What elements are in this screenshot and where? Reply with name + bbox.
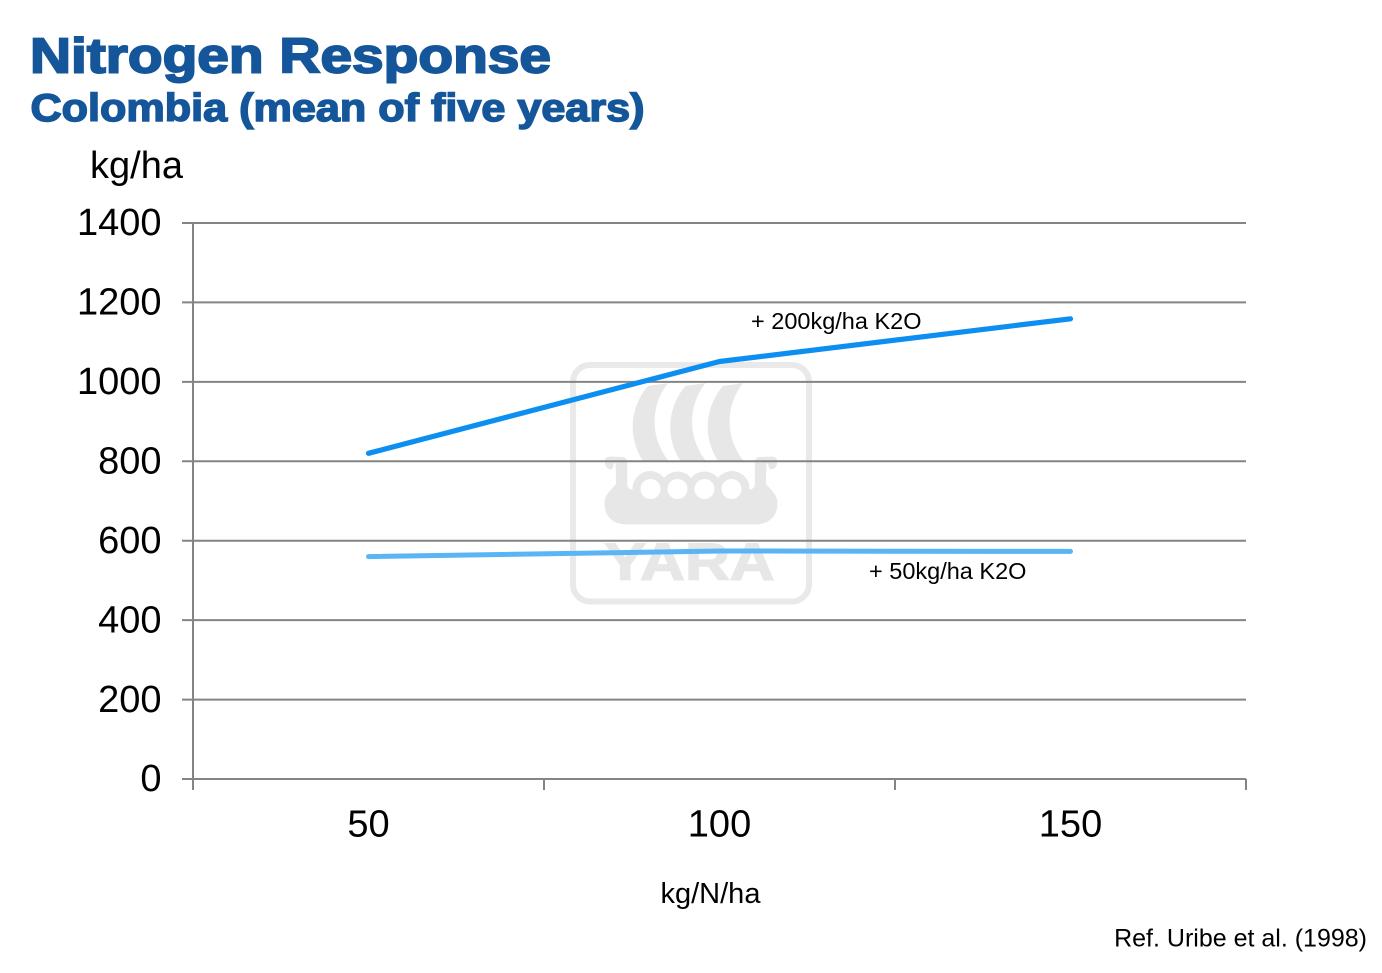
svg-text:1000: 1000	[77, 361, 162, 403]
svg-text:100: 100	[688, 804, 751, 846]
svg-text:kg/ha: kg/ha	[90, 145, 184, 187]
svg-text:1200: 1200	[77, 282, 162, 324]
svg-text:Nitrogen Response: Nitrogen Response	[30, 30, 551, 84]
svg-text:800: 800	[98, 441, 161, 483]
svg-text:150: 150	[1039, 804, 1102, 846]
svg-text:50: 50	[347, 804, 389, 846]
svg-text:+ 50kg/ha K2O: + 50kg/ha K2O	[869, 558, 1026, 584]
svg-text:Ref. Uribe et al. (1998): Ref. Uribe et al. (1998)	[1114, 925, 1367, 953]
svg-text:600: 600	[98, 520, 161, 562]
svg-text:400: 400	[98, 599, 161, 641]
svg-text:Colombia (mean of five years): Colombia (mean of five years)	[31, 87, 645, 130]
svg-text:0: 0	[140, 758, 161, 800]
svg-text:kg/N/ha: kg/N/ha	[661, 878, 762, 910]
svg-text:+ 200kg/ha K2O: + 200kg/ha K2O	[751, 308, 922, 334]
svg-text:200: 200	[98, 679, 161, 721]
svg-text:1400: 1400	[77, 202, 162, 244]
